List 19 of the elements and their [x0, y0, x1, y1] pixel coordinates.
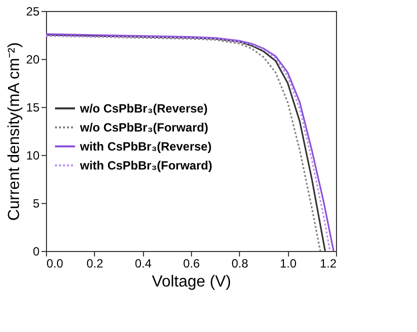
x-tick-label: 0.2	[86, 256, 104, 270]
y-tick-label: 0	[32, 244, 40, 258]
legend-label: with CsPbBr₃(Reverse)	[79, 139, 212, 154]
x-tick-label: 1.0	[280, 256, 297, 270]
legend-label: w/o CsPbBr₃(Reverse)	[79, 101, 208, 116]
y-tick-label: 25	[26, 4, 40, 18]
x-tick-label: 0.4	[134, 256, 152, 270]
y-tick-label: 5	[32, 196, 40, 210]
legend-label: w/o CsPbBr₃(Forward)	[79, 120, 208, 134]
y-axis-title: Current density(mA cm⁻²)	[6, 42, 24, 221]
y-tick-label: 15	[26, 100, 40, 114]
x-tick-label: 0.8	[231, 256, 248, 270]
x-tick-label: 0.6	[183, 256, 200, 270]
y-tick-label: 10	[26, 148, 40, 162]
y-tick-label: 20	[26, 52, 40, 66]
x-tick-label: 0.0	[46, 256, 64, 270]
x-axis-title: Voltage (V)	[152, 274, 232, 290]
legend-label: with CsPbBr₃(Forward)	[79, 158, 212, 172]
x-tick-label: 1.2	[320, 256, 337, 270]
